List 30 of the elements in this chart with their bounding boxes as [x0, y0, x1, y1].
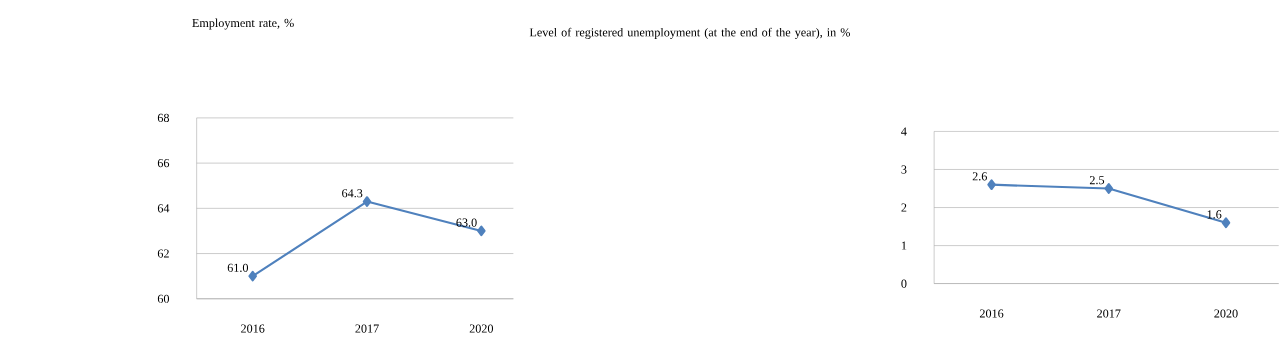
y-tick-label: 68 [157, 113, 170, 123]
point [1104, 183, 1114, 194]
y-tick-label: 66 [157, 159, 170, 168]
x-tick-label: 2016 [241, 324, 265, 333]
data-label: 2.5 [1089, 176, 1105, 185]
y-tick-label: 2 [901, 203, 907, 212]
x-tick-label: 2016 [979, 309, 1004, 318]
x-tick-label: 2017 [1097, 309, 1121, 318]
x-tick-label: 2020 [1214, 309, 1238, 318]
data-label: 63.0 [456, 218, 477, 227]
chart-title: Employment rate, % [192, 18, 294, 30]
y-tick-label: 1 [901, 241, 907, 250]
data-label: 1.6 [1207, 210, 1222, 219]
y-tick-label: 0 [901, 279, 907, 288]
point [987, 179, 996, 191]
point [477, 225, 486, 237]
y-tick-label: 60 [157, 294, 170, 303]
x-tick-label: 2017 [355, 324, 379, 333]
y-tick-label: 64 [157, 204, 170, 213]
data-label: 64.3 [342, 189, 363, 198]
y-tick-label: 62 [157, 249, 169, 258]
point [248, 270, 257, 282]
point [362, 196, 372, 208]
data-label: 2.6 [972, 172, 988, 181]
x-tick-label: 2020 [469, 324, 494, 333]
y-tick-label: 4 [901, 127, 907, 136]
data-label: 61.0 [227, 263, 249, 273]
y-tick-label: 3 [901, 165, 907, 174]
point [1221, 217, 1231, 229]
text: Level of registered unemployment (at the end of the year), in % [529, 27, 850, 40]
